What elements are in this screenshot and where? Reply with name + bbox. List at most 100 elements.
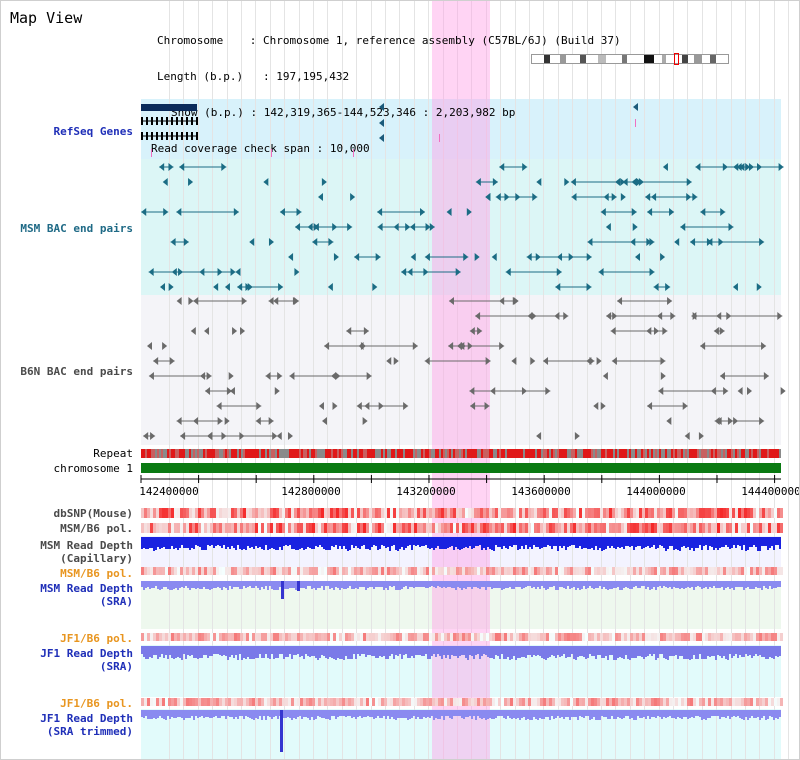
polymorphism-cell [270, 523, 273, 533]
read-depth-bar [579, 646, 581, 656]
polymorphism-cell [657, 633, 660, 641]
track-label-jf1-b6-pol-1[interactable]: JF1/B6 pol. [60, 632, 133, 645]
gridline [183, 1, 184, 759]
read-depth-bar [585, 710, 587, 716]
polymorphism-cell [699, 567, 702, 575]
track-label-dbsnp[interactable]: dbSNP(Mouse) [53, 507, 133, 520]
read-depth-bar [155, 646, 157, 655]
polymorphism-cell [483, 633, 486, 641]
polymorphism-cell [243, 523, 246, 533]
read-depth-bar [403, 581, 405, 587]
polymorphism-cell [333, 567, 336, 575]
read-depth-bar [735, 581, 737, 587]
repeat-segment [455, 449, 457, 458]
read-depth-bar [415, 646, 417, 655]
read-depth-bar [549, 710, 551, 720]
read-depth-bar [621, 581, 623, 590]
polymorphism-cell [393, 633, 396, 641]
read-depth-bar [433, 581, 435, 587]
read-depth-bar [183, 710, 185, 720]
track-label-jf1-depth-trim[interactable]: JF1 Read Depth (SRA trimmed) [40, 712, 133, 738]
read-depth-bar [771, 581, 773, 589]
repeat-segment [711, 449, 713, 458]
polymorphism-cell [312, 698, 315, 706]
polymorphism-cell [582, 508, 585, 518]
read-depth-bar [645, 537, 647, 547]
read-depth-bar [525, 710, 527, 720]
read-depth-bar [529, 581, 531, 586]
repeat-segment [353, 449, 355, 458]
polymorphism-cell [492, 567, 495, 575]
read-depth-bar [363, 646, 365, 654]
track-label-msm-b6-pol-1[interactable]: MSM/B6 pol. [60, 522, 133, 535]
read-depth-bar [657, 710, 659, 716]
polymorphism-cell [750, 698, 753, 706]
selected-region-highlight[interactable] [432, 1, 490, 759]
polymorphism-cell [684, 698, 687, 706]
polymorphism-cell [465, 567, 468, 575]
read-depth-bar [625, 710, 627, 716]
read-depth-bar [189, 646, 191, 656]
read-depth-bar [217, 537, 219, 545]
read-depth-bar [617, 581, 619, 587]
bac-end-marker [695, 163, 701, 171]
polymorphism-cell [537, 508, 540, 518]
polymorphism-cell [546, 508, 549, 518]
polymorphism-cell [459, 698, 462, 706]
read-depth-bar [493, 537, 495, 551]
read-depth-bar [475, 537, 477, 546]
read-depth-bar [255, 646, 257, 658]
track-label-msm-depth-cap[interactable]: MSM Read Depth (Capillary) [40, 539, 133, 565]
polymorphism-cell [519, 698, 522, 706]
chromosome-ideogram[interactable] [531, 53, 729, 65]
read-depth-bar [627, 537, 629, 546]
polymorphism-cell [537, 633, 540, 641]
polymorphism-cell [225, 523, 228, 533]
read-depth-bar [619, 646, 621, 657]
track-label-b6n-bac[interactable]: B6N BAC end pairs [20, 365, 133, 378]
read-depth-bar [403, 537, 405, 550]
track-label-jf1-depth-sra[interactable]: JF1 Read Depth (SRA) [40, 647, 133, 673]
read-depth-bar [627, 646, 629, 659]
read-depth-bar [779, 646, 781, 656]
track-label-jf1-b6-pol-2[interactable]: JF1/B6 pol. [60, 697, 133, 710]
read-depth-bar [263, 581, 265, 589]
polymorphism-cell [210, 698, 213, 706]
polymorphism-cell [687, 508, 690, 518]
read-depth-bar [761, 537, 763, 546]
read-depth-bar [245, 581, 247, 588]
polymorphism-cell [303, 523, 306, 533]
track-label-msm-b6-pol-2[interactable]: MSM/B6 pol. [60, 567, 133, 580]
bac-end-marker [217, 417, 223, 425]
read-depth-bar [343, 646, 345, 660]
gridline [327, 1, 328, 759]
read-depth-bar [607, 537, 609, 546]
polymorphism-cell [342, 523, 345, 533]
repeat-segment [751, 449, 753, 458]
read-depth-bar [633, 710, 635, 720]
track-label-refseq[interactable]: RefSeq Genes [53, 125, 133, 138]
polymorphism-cell [249, 698, 252, 706]
read-depth-bar [367, 581, 369, 588]
polymorphism-cell [243, 698, 246, 706]
polymorphism-cell [681, 698, 684, 706]
repeat-segment [419, 449, 421, 458]
track-label-repeat[interactable]: Repeat [93, 447, 133, 460]
read-depth-bar [777, 581, 779, 587]
read-depth-bar [645, 646, 647, 657]
repeat-segment [309, 449, 311, 458]
polymorphism-cell [513, 508, 516, 518]
polymorphism-cell [183, 698, 186, 706]
track-label-chromosome[interactable]: chromosome 1 [53, 462, 133, 475]
gene-exon [181, 117, 183, 125]
track-label-msm-bac[interactable]: MSM BAC end pairs [20, 222, 133, 235]
read-depth-bar [573, 710, 575, 717]
read-depth-bar [589, 581, 591, 586]
polymorphism-cell [414, 633, 417, 641]
track-label-msm-depth-sra[interactable]: MSM Read Depth (SRA) [40, 582, 133, 608]
read-depth-bar [441, 710, 443, 716]
polymorphism-cell [306, 508, 309, 518]
polymorphism-cell [744, 508, 747, 518]
bac-end-marker [294, 268, 300, 276]
polymorphism-cell [264, 508, 267, 518]
